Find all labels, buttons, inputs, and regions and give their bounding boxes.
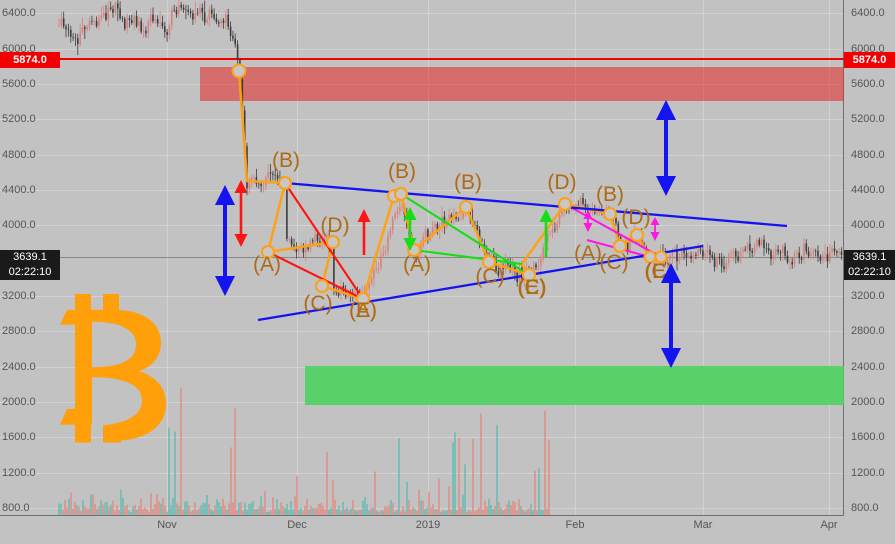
svg-text:(B): (B)	[596, 183, 624, 206]
svg-text:(C): (C)	[599, 251, 628, 274]
svg-text:(C): (C)	[644, 260, 673, 283]
svg-text:(A): (A)	[349, 299, 377, 322]
svg-text:(C): (C)	[475, 265, 504, 288]
svg-text:(A): (A)	[574, 242, 602, 265]
svg-text:(E): (E)	[645, 260, 673, 283]
svg-text:(B): (B)	[272, 149, 300, 172]
svg-text:(E): (E)	[349, 299, 377, 322]
svg-text:(B): (B)	[388, 160, 416, 183]
